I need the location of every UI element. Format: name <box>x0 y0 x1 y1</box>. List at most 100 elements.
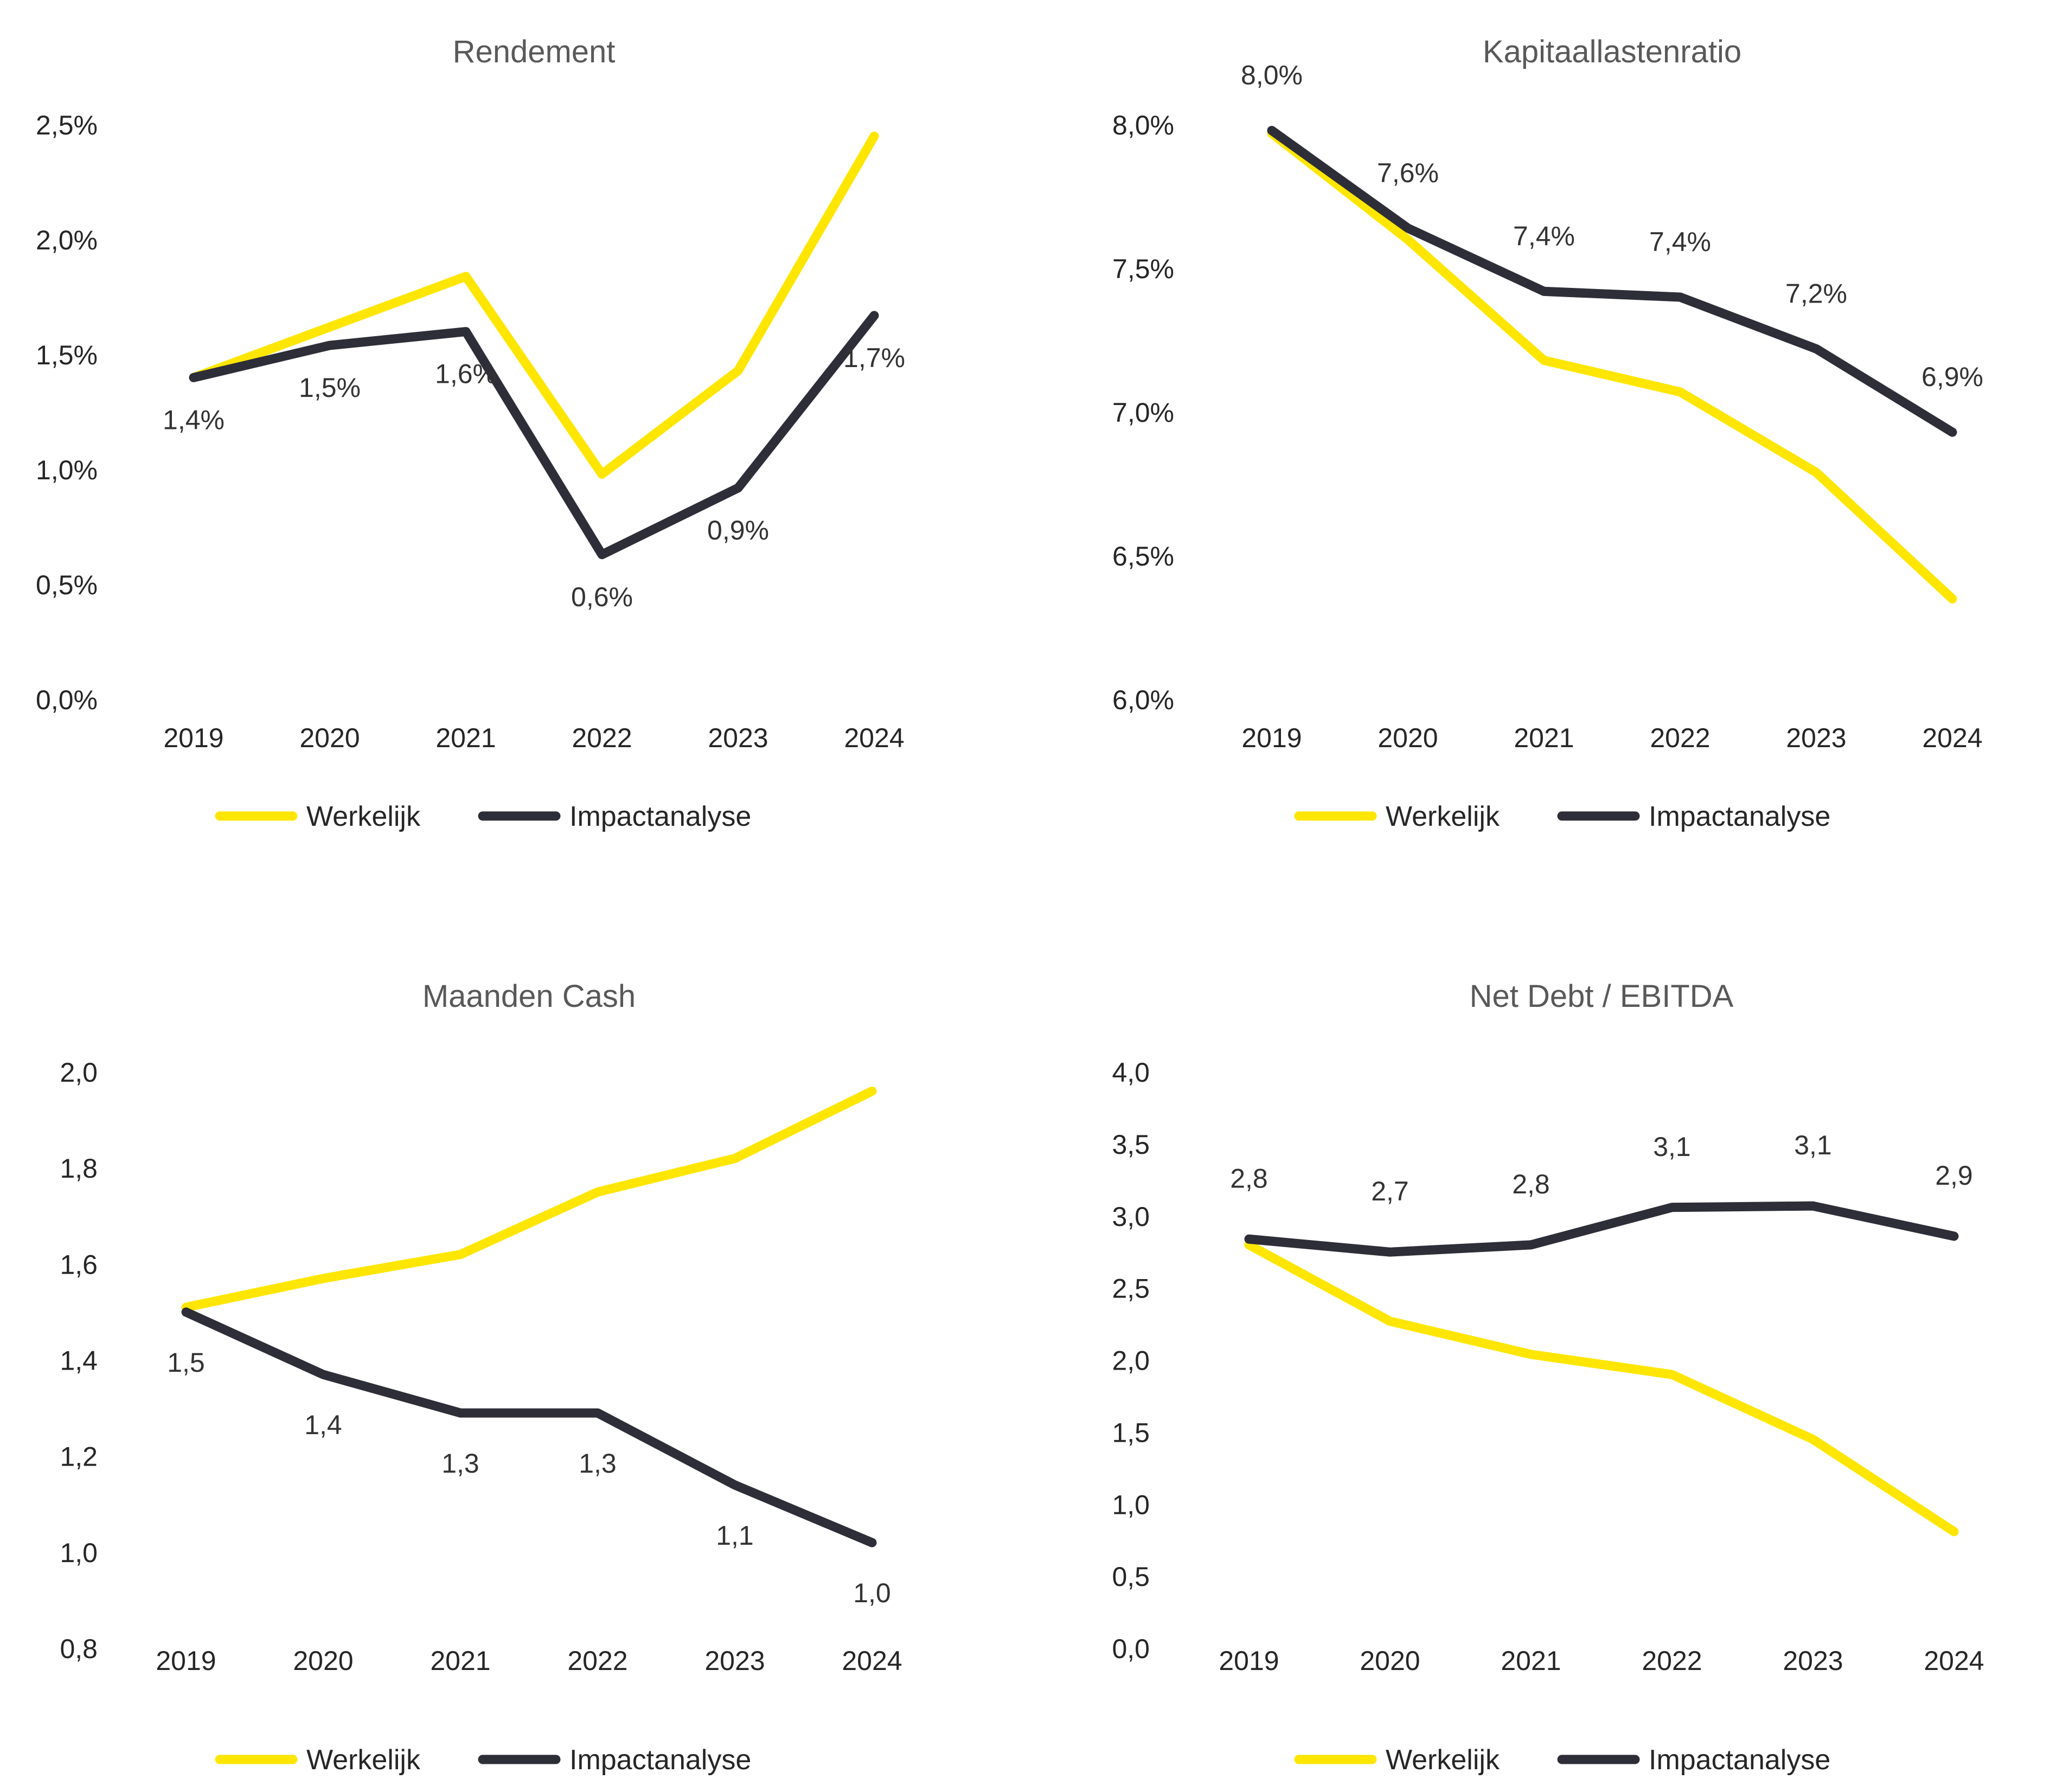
maanden-cash-point-impactanalyse <box>323 1374 324 1376</box>
net-debt-ebitda-point-impactanalyse <box>1530 1244 1532 1245</box>
kapitaallastenratio-legend-impactanalyse: Impactanalyse <box>1649 801 1830 832</box>
rendement-x-tick: 2019 <box>163 723 223 753</box>
net-debt-ebitda-y-tick: 3,0 <box>1112 1202 1150 1232</box>
rendement-point-werkelijk <box>601 473 603 475</box>
rendement-x-tick: 2020 <box>299 723 360 753</box>
kapitaallastenratio-y-tick: 7,0% <box>1112 397 1174 428</box>
maanden-cash-data-label: 1,3 <box>441 1448 479 1479</box>
net-debt-ebitda-y-tick: 3,5 <box>1112 1129 1150 1160</box>
maanden-cash-legend-impactanalyse: Impactanalyse <box>569 1744 751 1776</box>
kapitaallastenratio-line-werkelijk <box>1267 129 1957 603</box>
kapitaallastenratio-point-werkelijk <box>1816 472 1817 473</box>
rendement-data-label: 0,6% <box>571 582 633 612</box>
kapitaallastenratio-point-impactanalyse <box>1543 291 1545 292</box>
net-debt-ebitda-data-label: 2,8 <box>1512 1169 1550 1199</box>
maanden-cash-y-tick: 1,4 <box>60 1346 98 1376</box>
kapitaallastenratio-point-impactanalyse <box>1407 227 1408 229</box>
rendement-point-impactanalyse <box>874 314 875 316</box>
net-debt-ebitda-point-werkelijk <box>1389 1320 1391 1322</box>
net-debt-ebitda-point-werkelijk <box>1812 1438 1814 1440</box>
net-debt-ebitda-x-tick: 2019 <box>1219 1646 1279 1676</box>
rendement-point-impactanalyse <box>193 377 194 378</box>
rendement-data-label: 0,9% <box>707 515 769 545</box>
net-debt-ebitda-point-impactanalyse <box>1671 1206 1673 1208</box>
kapitaallastenratio-x-tick: 2021 <box>1514 723 1574 753</box>
kapitaallastenratio-point-werkelijk <box>1543 359 1545 361</box>
net-debt-ebitda-y-tick: 4,0 <box>1112 1057 1150 1088</box>
maanden-cash-data-label: 1,1 <box>716 1520 754 1551</box>
kapitaallastenratio-data-label: 7,4% <box>1649 227 1711 257</box>
kapitaallastenratio-data-label: 6,9% <box>1921 362 1983 392</box>
kapitaallastenratio-line-impactanalyse <box>1267 126 1957 437</box>
kapitaallastenratio-x-tick: 2020 <box>1378 723 1438 753</box>
net-debt-ebitda-data-label: 3,1 <box>1653 1132 1691 1162</box>
maanden-cash-point-impactanalyse <box>597 1412 598 1414</box>
net-debt-ebitda-point-werkelijk <box>1530 1353 1532 1355</box>
net-debt-ebitda-y-tick: 1,0 <box>1112 1489 1150 1520</box>
kapitaallastenratio-data-label: 7,4% <box>1513 221 1575 251</box>
maanden-cash-data-label: 1,4 <box>304 1410 342 1440</box>
rendement-y-tick: 1,0% <box>36 455 98 485</box>
maanden-cash-point-werkelijk <box>597 1191 598 1193</box>
chart-kapitaallastenratio-svg: Kapitaallastenratio 6,0% 6,5% 7,0% 7,5% 8,0% 2… <box>1112 34 1983 832</box>
net-debt-ebitda-data-label: 2,9 <box>1935 1160 1973 1191</box>
rendement-point-werkelijk <box>329 326 330 328</box>
rendement-line-werkelijk <box>189 131 879 479</box>
maanden-cash-line-impactanalyse <box>181 1307 877 1547</box>
net-debt-ebitda-y-tick: 2,5 <box>1112 1274 1150 1304</box>
rendement-data-label: 1,7% <box>843 343 905 373</box>
rendement-y-tick: 0,5% <box>36 570 98 600</box>
kapitaallastenratio-x-tick: 2019 <box>1241 723 1302 753</box>
net-debt-ebitda-x-tick: 2021 <box>1501 1646 1561 1676</box>
maanden-cash-x-tick: 2021 <box>430 1646 490 1676</box>
kapitaallastenratio-data-label: 7,6% <box>1377 158 1439 188</box>
net-debt-ebitda-data-label: 2,7 <box>1371 1176 1409 1206</box>
maanden-cash-point-impactanalyse <box>734 1484 735 1486</box>
chart-net-debt-ebitda: Net Debt / EBITDA 0,0 0,5 1,0 1,5 2,0 2,5 3,0 3,… <box>1025 896 2050 1791</box>
maanden-cash-line-werkelijk <box>181 1086 877 1312</box>
kapitaallastenratio-y-tick: 8,0% <box>1112 110 1174 140</box>
kapitaallastenratio-y-tick: 6,0% <box>1112 685 1174 715</box>
kapitaallastenratio-y-tick: 7,5% <box>1112 254 1174 284</box>
net-debt-ebitda-point-impactanalyse <box>1389 1251 1391 1253</box>
rendement-data-label: 1,6% <box>435 359 497 389</box>
maanden-cash-y-tick: 2,0 <box>60 1057 98 1088</box>
kapitaallastenratio-data-label: 8,0% <box>1241 60 1303 91</box>
rendement-y-tick: 2,0% <box>36 225 98 255</box>
rendement-y-tick: 1,5% <box>36 340 98 370</box>
chart-net-debt-ebitda-svg: Net Debt / EBITDA 0,0 0,5 1,0 1,5 2,0 2,5 3,0 3,… <box>1112 979 1984 1776</box>
kapitaallastenratio-point-werkelijk <box>1952 598 1953 600</box>
maanden-cash-x-tick: 2024 <box>842 1646 902 1676</box>
maanden-cash-point-werkelijk <box>734 1158 735 1159</box>
net-debt-ebitda-point-werkelijk <box>1671 1374 1673 1376</box>
rendement-point-werkelijk <box>465 275 466 277</box>
chart-maanden-cash-svg: Maanden Cash 0,8 1,0 1,2 1,4 1,6 1,8 2,0 2019 202… <box>60 979 902 1776</box>
kapitaallastenratio-title: Kapitaallastenratio <box>1483 34 1741 69</box>
rendement-point-werkelijk <box>738 370 739 371</box>
rendement-title: Rendement <box>453 34 616 69</box>
kapitaallastenratio-point-werkelijk <box>1407 239 1408 240</box>
net-debt-ebitda-point-impactanalyse <box>1953 1235 1955 1237</box>
net-debt-ebitda-data-label: 2,8 <box>1230 1163 1268 1193</box>
maanden-cash-y-tick: 1,6 <box>60 1249 98 1280</box>
maanden-cash-point-werkelijk <box>872 1090 873 1092</box>
rendement-legend-impactanalyse: Impactanalyse <box>569 801 751 832</box>
maanden-cash-y-tick: 1,8 <box>60 1153 98 1184</box>
rendement-x-tick: 2022 <box>572 723 632 753</box>
kapitaallastenratio-x-tick: 2022 <box>1650 723 1710 753</box>
kapitaallastenratio-x-tick: 2023 <box>1786 723 1846 753</box>
kapitaallastenratio-point-impactanalyse <box>1816 348 1817 350</box>
net-debt-ebitda-y-tick: 0,5 <box>1112 1562 1150 1592</box>
maanden-cash-y-tick: 1,2 <box>60 1442 98 1472</box>
chart-rendement-svg: Rendement 0,0% 0,5% 1,0% 1,5% 2,0% 2,5% 2019 202… <box>36 34 905 832</box>
rendement-point-impactanalyse <box>329 345 330 346</box>
kapitaallastenratio-point-impactanalyse <box>1271 130 1272 131</box>
rendement-point-impactanalyse <box>465 331 466 332</box>
net-debt-ebitda-x-tick: 2024 <box>1924 1646 1984 1676</box>
chart-rendement: Rendement 0,0% 0,5% 1,0% 1,5% 2,0% 2,5% 2019 202… <box>0 0 1025 896</box>
maanden-cash-data-label: 1,5 <box>167 1347 205 1378</box>
maanden-cash-point-impactanalyse <box>872 1542 873 1544</box>
maanden-cash-y-tick: 0,8 <box>60 1634 98 1664</box>
rendement-line-impactanalyse <box>189 311 879 560</box>
net-debt-ebitda-point-werkelijk <box>1248 1244 1250 1245</box>
